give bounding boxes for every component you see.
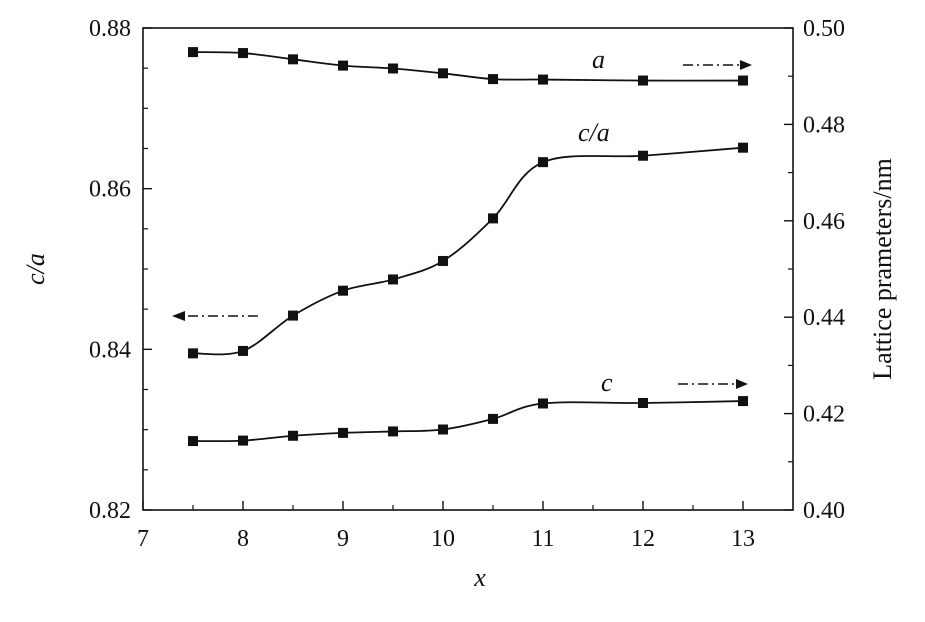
- series-line-c-over-a: [192, 146, 744, 356]
- data-point-a: [188, 47, 198, 58]
- x-tick-label: 8: [237, 526, 249, 552]
- right-y-tick-label: 0.46: [803, 209, 845, 235]
- data-point-a: [238, 48, 248, 59]
- data-point-c: [338, 427, 348, 438]
- data-point-a: [338, 60, 348, 71]
- series-line-a: [192, 51, 744, 82]
- series-label-a: a: [592, 45, 605, 74]
- x-tick-label: 10: [431, 526, 455, 552]
- arrow-c-right: [678, 379, 748, 389]
- data-point-c-over-a: [738, 142, 748, 153]
- data-point-c: [538, 398, 548, 409]
- data-point-c: [638, 397, 648, 408]
- x-tick-label: 9: [337, 526, 349, 552]
- series-label-c: c: [601, 368, 613, 397]
- data-point-c: [188, 436, 198, 447]
- data-point-c-over-a: [388, 274, 398, 285]
- right-y-tick-label: 0.50: [803, 16, 845, 42]
- data-point-a: [388, 63, 398, 74]
- data-point-c: [238, 435, 248, 446]
- arrow-a-right: [683, 60, 752, 70]
- data-point-c: [388, 426, 398, 437]
- data-point-c: [288, 430, 298, 441]
- data-point-c-over-a: [338, 285, 348, 296]
- arrow-c-over-a-left: [172, 311, 258, 321]
- left-y-tick-label: 0.88: [89, 16, 131, 42]
- data-point-c-over-a: [438, 255, 448, 266]
- x-tick-label: 13: [731, 526, 755, 552]
- x-tick-label: 11: [531, 526, 554, 552]
- series-line-c: [192, 400, 744, 443]
- left-y-axis-ticks: 0.82 0.84 0.86 0.88: [89, 16, 152, 524]
- left-y-tick-label: 0.86: [89, 177, 131, 203]
- left-y-axis-title: c/a: [21, 253, 50, 285]
- data-point-c-over-a: [538, 157, 548, 168]
- left-y-tick-label: 0.82: [89, 498, 131, 524]
- data-point-c-over-a: [288, 310, 298, 321]
- data-point-c-over-a: [488, 213, 498, 224]
- right-y-axis-title: Lattice prameters/nm: [868, 158, 897, 380]
- data-point-a: [488, 74, 498, 85]
- data-point-c: [488, 413, 498, 424]
- series-layer: [188, 47, 748, 447]
- data-point-a: [288, 54, 298, 65]
- data-point-a: [738, 75, 748, 86]
- series-label-c-over-a: c/a: [578, 118, 610, 147]
- x-tick-label: 7: [137, 526, 149, 552]
- data-point-a: [438, 68, 448, 79]
- right-y-tick-label: 0.42: [803, 402, 845, 428]
- right-y-axis-ticks: 0.40 0.42 0.44 0.46 0.48 0.50: [784, 16, 845, 524]
- right-y-tick-label: 0.48: [803, 112, 845, 138]
- data-point-c-over-a: [188, 348, 198, 359]
- data-point-c-over-a: [638, 150, 648, 161]
- left-y-tick-label: 0.84: [89, 337, 131, 363]
- right-y-tick-label: 0.44: [803, 305, 845, 331]
- x-tick-label: 12: [631, 526, 655, 552]
- data-point-a: [538, 74, 548, 85]
- data-point-c: [438, 424, 448, 435]
- data-point-c: [738, 396, 748, 407]
- data-point-c-over-a: [238, 345, 248, 356]
- x-axis-title: x: [473, 563, 486, 592]
- right-y-tick-label: 0.40: [803, 498, 845, 524]
- data-point-a: [638, 75, 648, 86]
- x-axis-ticks: 7 8 9 10 11 12 13: [137, 501, 755, 552]
